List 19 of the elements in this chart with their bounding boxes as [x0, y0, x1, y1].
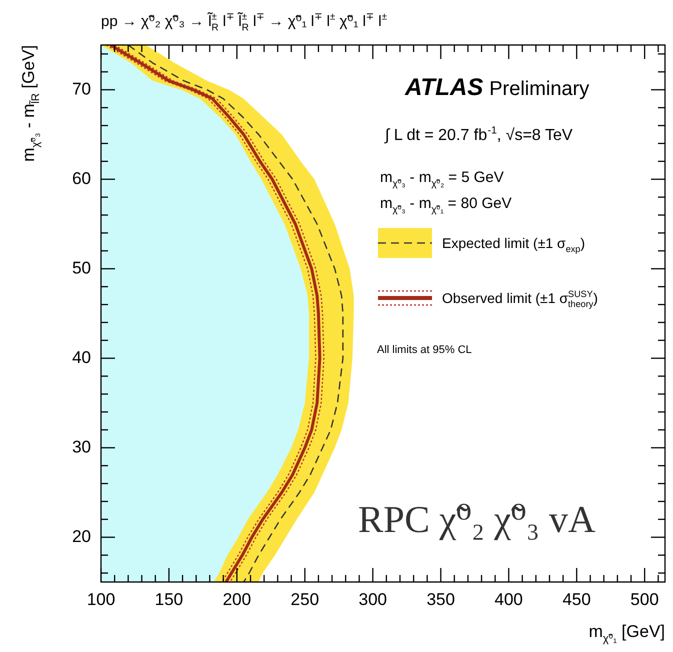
annotation: All limits at 95% CL [377, 344, 472, 356]
x-tick-label: 200 [222, 590, 252, 609]
x-tick-label: 100 [86, 590, 116, 609]
y-tick-label: 40 [72, 348, 91, 367]
annotation: ATLAS Preliminary [404, 74, 590, 101]
x-tick-label: 300 [358, 590, 387, 609]
annotation: RPC χ̃⁰₂ χ̃⁰₃ vA [358, 499, 596, 541]
x-tick-label: 400 [494, 590, 523, 609]
x-tick-label: 250 [290, 590, 320, 609]
y-tick-label: 60 [72, 168, 91, 188]
y-tick-label: 70 [72, 79, 91, 98]
x-tick-label: 500 [630, 590, 659, 609]
y-axis-title: mχ̃⁰₃ - ml̃R [GeV] [19, 45, 42, 162]
y-tick-label: 50 [72, 258, 91, 278]
y-tick-label: 30 [72, 437, 91, 456]
x-tick-label: 150 [154, 590, 184, 609]
x-tick-label: 350 [426, 590, 455, 609]
x-tick-label: 450 [562, 590, 591, 609]
y-tick-label: 20 [72, 526, 91, 546]
